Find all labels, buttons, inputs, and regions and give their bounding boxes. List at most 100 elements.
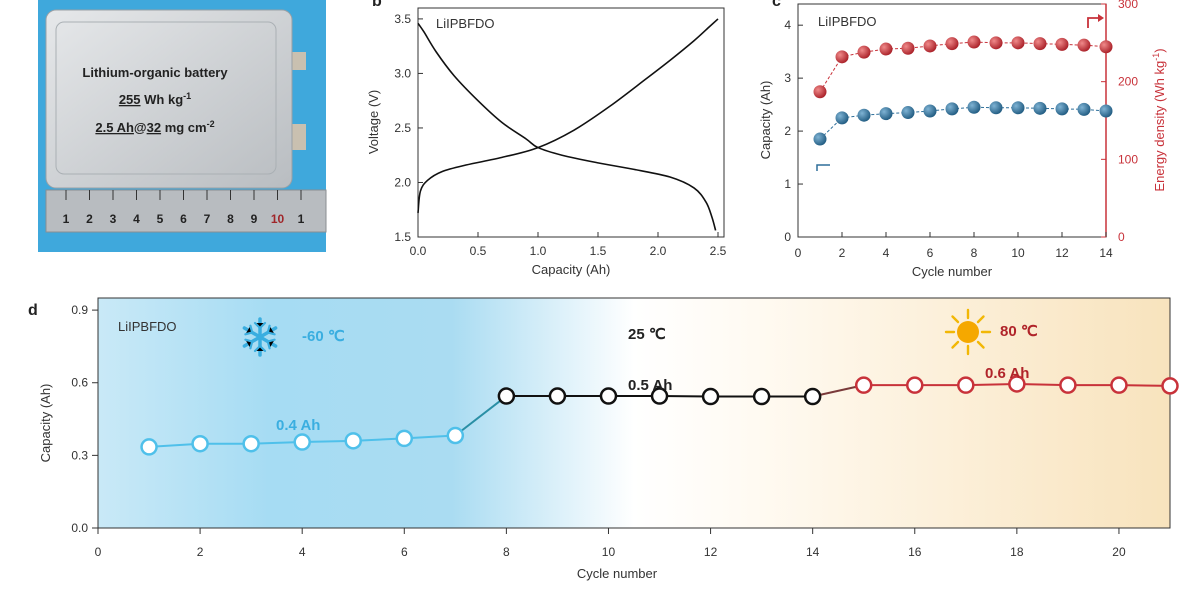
ruler-label: 7 — [204, 212, 211, 226]
chart-c-y2label: Energy density (Wh kg-1) — [1151, 48, 1167, 191]
chart-c-y2tick-label: 300 — [1118, 0, 1138, 11]
energy-density-point — [857, 45, 871, 59]
pouch-cell — [45, 9, 293, 189]
capacity-point — [901, 106, 915, 120]
chart-c-xtick-label: 6 — [927, 246, 934, 260]
chart-b-ytick-label: 2.5 — [394, 121, 411, 135]
chart-c-xtick-label: 12 — [1055, 246, 1069, 260]
chart-b-ytick-label: 3.0 — [394, 66, 411, 80]
chart-d-xlabel: Cycle number — [577, 566, 658, 581]
chart-c-y2tick-label: 0 — [1118, 230, 1125, 244]
energy-density-point — [835, 50, 849, 64]
ruler-label: 10 — [271, 212, 285, 226]
capacity-point-hot — [906, 376, 924, 394]
chart-d-xtick-label: 10 — [602, 545, 616, 559]
series-charge-curve — [417, 18, 719, 214]
photo-label-capacity: 2.5 Ah@32 mg cm-2 — [95, 119, 214, 135]
chart-c-ytick-label: 2 — [784, 124, 791, 138]
chart-b-ytick-label: 2.0 — [394, 175, 411, 189]
battery-photo: Lithium-organic battery 255 Wh kg-1 2.5 … — [38, 0, 327, 252]
capacity-point-cold — [344, 432, 362, 450]
chart-d-ticks: 0 2 4 6 8 10 12 14 16 18 20 0.0 0.3 0.6 0.9 — [71, 303, 1126, 559]
capacity-point — [1099, 104, 1113, 118]
ruler-label: 3 — [110, 212, 117, 226]
chart-d-xtick-label: 20 — [1112, 545, 1126, 559]
chart-c-ylabel: Capacity (Ah) — [758, 81, 773, 160]
photo-label-title: Lithium-organic battery — [82, 65, 228, 80]
arrow-head-icon — [1098, 14, 1104, 22]
panel-letter-c: c — [772, 0, 781, 10]
energy-density-point — [1055, 37, 1069, 51]
chart-d-ytick-label: 0.6 — [71, 376, 88, 390]
chart-d-ylabel: Capacity (Ah) — [38, 384, 53, 463]
chart-d-xtick-label: 2 — [197, 545, 204, 559]
capacity-point — [835, 111, 849, 125]
capacity-point-cold — [191, 434, 209, 453]
chart-d-xtick-label: 12 — [704, 545, 718, 559]
chart-d-temperature: LiIPBFDO 0 2 4 6 8 10 12 14 16 18 20 0.0 0.3 0.6 0.9 — [38, 297, 1179, 581]
label-cold-temperature: -60 ℃ — [302, 328, 345, 345]
arrow-left-axis-icon — [816, 164, 830, 171]
arrow-right-axis-icon — [1087, 17, 1100, 28]
chart-b-xtick-label: 0.0 — [410, 244, 427, 258]
chart-b-xlabel: Capacity (Ah) — [532, 262, 611, 277]
chart-b-ytick-label: 1.5 — [394, 230, 411, 244]
ruler-label: 2 — [86, 212, 93, 226]
chart-c-ytick-label: 4 — [784, 18, 791, 32]
chart-d-ytick-label: 0.3 — [71, 448, 88, 462]
energy-density-point — [923, 39, 937, 53]
capacity-point — [813, 132, 827, 146]
capacity-point-room — [803, 387, 822, 406]
capacity-point-room — [497, 387, 516, 405]
capacity-point — [1077, 102, 1091, 116]
chart-d-xtick-label: 0 — [95, 545, 102, 559]
chart-d-xtick-label: 18 — [1010, 545, 1024, 559]
capacity-point-cold — [140, 438, 158, 456]
label-hot-temperature: 80 ℃ — [1000, 323, 1038, 340]
chart-b-xtick-label: 0.5 — [470, 244, 487, 258]
chart-c-ytick-label: 0 — [784, 230, 791, 244]
ruler-label: 8 — [227, 212, 234, 226]
label-cold-capacity: 0.4 Ah — [276, 417, 320, 434]
panel-letter-d: d — [28, 302, 38, 319]
ruler-label: 6 — [180, 212, 187, 226]
capacity-point-cold — [242, 434, 260, 453]
capacity-point-cold — [293, 433, 311, 451]
energy-density-point — [901, 41, 915, 55]
chart-d-xtick-label: 4 — [299, 545, 306, 559]
energy-density-point — [1033, 37, 1047, 51]
chart-c-y2tick-label: 100 — [1118, 152, 1138, 166]
capacity-point-hot — [1008, 375, 1026, 393]
series-discharge-curve — [417, 22, 717, 231]
transition-line-cold-room — [454, 395, 507, 437]
capacity-point — [945, 102, 959, 116]
capacity-point-cold — [395, 429, 414, 448]
chart-d-legend: LiIPBFDO — [118, 319, 177, 334]
chart-c-xtick-label: 8 — [971, 246, 978, 260]
snowflake-icon — [242, 317, 278, 357]
ruler-label: 1 — [63, 212, 70, 226]
chart-c-xtick-label: 14 — [1099, 246, 1113, 260]
chart-b-ytick-label: 3.5 — [394, 12, 411, 26]
capacity-point-hot — [854, 376, 873, 394]
chart-b-xtick-label: 2.5 — [710, 244, 727, 258]
energy-density-point — [1011, 36, 1025, 50]
capacity-point-cold — [446, 426, 465, 445]
sun-icon — [944, 308, 992, 356]
chart-d-ytick-label: 0.9 — [71, 303, 88, 317]
capacity-point-hot — [957, 376, 975, 394]
chart-d-xtick-label: 14 — [806, 545, 820, 559]
chart-b-xtick-label: 1.0 — [530, 244, 547, 258]
energy-density-point — [989, 36, 1003, 50]
chart-d-temperature-background — [98, 298, 1170, 528]
label-hot-capacity: 0.6 Ah — [985, 365, 1029, 382]
chart-d-frame — [97, 297, 1171, 529]
energy-density-point — [813, 85, 827, 99]
chart-c-xlabel: Cycle number — [912, 264, 993, 279]
ruler-label: 1 — [298, 212, 305, 226]
energy-density-point — [1099, 40, 1113, 54]
panel-letter-b: b — [372, 0, 382, 10]
capacity-point — [1055, 102, 1069, 116]
capacity-point — [857, 108, 871, 122]
